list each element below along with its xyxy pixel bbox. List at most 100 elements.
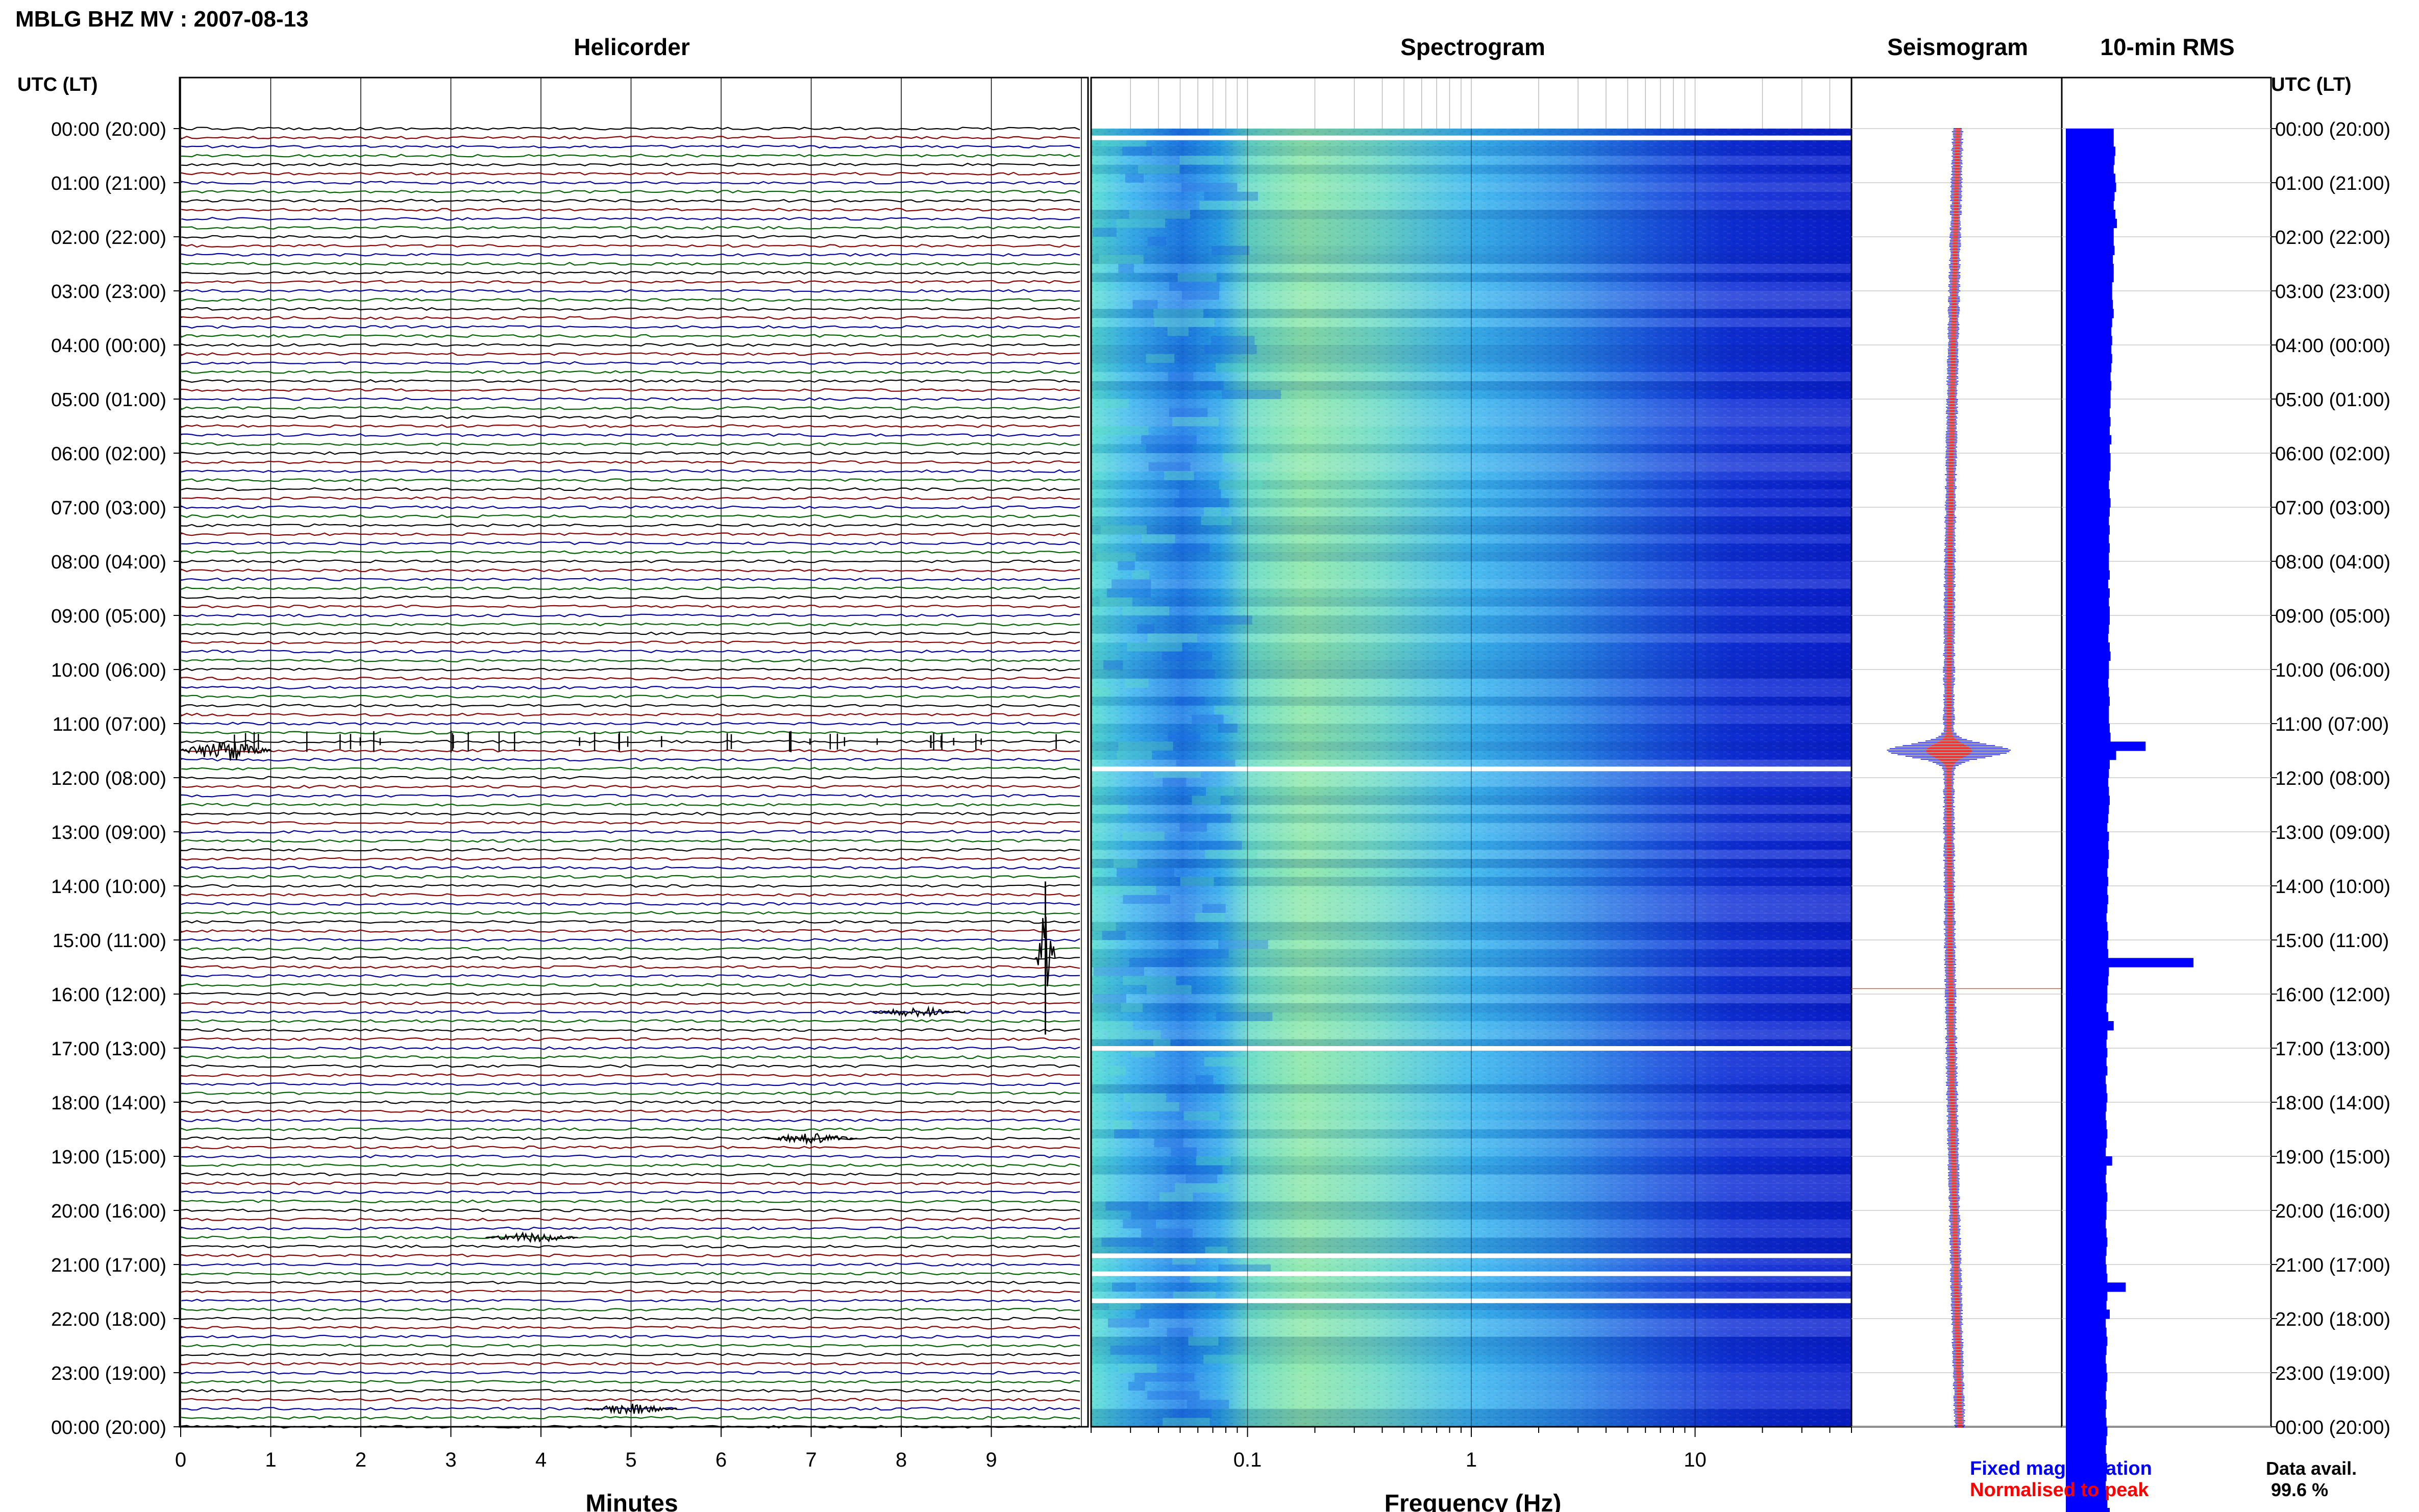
helicorder-trace-row	[181, 541, 1080, 546]
helicorder-trace-row	[181, 1398, 1080, 1402]
helicorder-trace-row	[181, 352, 1080, 356]
spectrogram-streak	[1130, 1102, 1179, 1111]
legend-fixed-magnification: Fixed magnification	[1970, 1458, 2152, 1479]
time-tick-label: 13:00 (09:00)	[2275, 822, 2390, 844]
spectrogram-streak	[1128, 1381, 1145, 1391]
minute-tick-label: 9	[985, 1449, 997, 1471]
rms-bar	[2066, 1445, 2106, 1454]
helicorder-trace-row	[181, 920, 1080, 924]
helicorder-trace-row	[181, 965, 1080, 969]
helicorder-trace-row	[181, 451, 1080, 455]
rms-bar	[2066, 985, 2108, 995]
spectrogram-gridlines	[1091, 78, 1852, 1427]
helicorder-trace-row	[181, 1325, 1080, 1330]
time-tick-labels-left: 00:00 (20:00) 01:00 (21:00) 02:00 (22:00) 0…	[51, 119, 180, 1439]
rms-bar	[2066, 840, 2108, 850]
rms-bar	[2066, 940, 2108, 950]
helicorder-trace-row	[181, 550, 1080, 554]
time-tick-label: 00:00 (20:00)	[2275, 1417, 2390, 1439]
freq-tick-label: 1	[1466, 1449, 1477, 1471]
helicorder-event	[764, 1133, 857, 1146]
minute-tick-label: 5	[625, 1449, 636, 1471]
spectrogram-streak	[1146, 354, 1175, 363]
rms-bar	[2066, 642, 2110, 652]
spectrogram-streak	[1141, 1228, 1193, 1237]
spectrogram-streak	[1204, 191, 1258, 201]
spectrogram-streak	[1208, 615, 1252, 625]
spectrogram-streak	[1121, 1003, 1143, 1012]
rms-bar	[2066, 210, 2115, 219]
helicorder-trace-row	[181, 469, 1080, 473]
helicorder-trace-row	[181, 749, 1080, 753]
rms-bar	[2066, 741, 2146, 751]
helicorder-trace-row	[181, 1307, 1080, 1311]
spectrogram-streak	[1179, 489, 1221, 499]
time-tick-label: 20:00 (16:00)	[51, 1201, 166, 1222]
rms-bar	[2066, 895, 2108, 904]
spectrogram-streak	[1180, 877, 1214, 886]
helicorder-events	[179, 730, 1057, 1415]
rms-bar	[2066, 1427, 2108, 1436]
helicorder-trace-row	[181, 929, 1080, 933]
rms-bar	[2066, 850, 2109, 859]
spectrogram-streak	[1177, 272, 1217, 282]
helicorder-trace-row	[181, 298, 1080, 302]
helicorder-trace-row	[181, 253, 1080, 257]
spectrogram-streak	[1204, 345, 1257, 354]
rms-bar	[2066, 913, 2107, 923]
rms-bar	[2066, 164, 2114, 174]
spectrogram-streak	[1203, 507, 1221, 516]
helicorder-trace-row	[181, 712, 1080, 717]
spectrogram-streak	[1196, 1156, 1231, 1166]
rms-bar	[2066, 1292, 2108, 1301]
helicorder-trace-row	[181, 902, 1080, 906]
helicorder-trace-row	[181, 983, 1080, 987]
helicorder-trace-row	[181, 938, 1080, 942]
spectrogram-streak	[1103, 1021, 1133, 1030]
time-tick-label: 00:00 (20:00)	[51, 1417, 166, 1439]
rms-bar	[2066, 1481, 2106, 1491]
spectrogram-streak	[1176, 759, 1236, 769]
spectrogram-streak	[1203, 1354, 1251, 1364]
rms-bar	[2066, 525, 2110, 535]
spectrogram-streak	[1153, 309, 1204, 318]
rms-bar	[2066, 354, 2112, 363]
rms-bar	[2066, 1265, 2107, 1274]
rms-bar	[2066, 516, 2109, 526]
rms-bar	[2066, 1210, 2107, 1220]
rms-bar	[2066, 1165, 2107, 1175]
time-tick-label: 19:00 (15:00)	[2275, 1147, 2390, 1168]
helicorder-trace-row	[181, 523, 1080, 527]
spectrogram-streak	[1096, 552, 1136, 561]
helicorder-trace-row	[181, 505, 1080, 509]
spectrogram-panel	[1090, 77, 1853, 1428]
helicorder-trace-row	[181, 875, 1080, 879]
spectrogram-streak	[1164, 471, 1194, 480]
rms-bar	[2066, 805, 2109, 814]
helicorder-trace-row	[181, 803, 1080, 807]
helicorder-trace-row	[181, 992, 1080, 996]
rms-bar	[2066, 967, 2109, 977]
helicorder-trace-row	[181, 271, 1080, 275]
time-tick-label: 02:00 (22:00)	[2275, 227, 2390, 249]
rms-bar	[2066, 372, 2111, 382]
helicorder-trace-row	[181, 496, 1080, 500]
spectrogram-streak	[1093, 967, 1144, 976]
spectrogram-streak	[1148, 462, 1191, 472]
spectrogram-streak	[1122, 606, 1170, 615]
rms-bar	[2066, 345, 2112, 355]
helicorder-trace-row	[181, 1181, 1080, 1185]
spectrogram-streak	[1147, 237, 1166, 246]
rms-bar	[2066, 156, 2115, 165]
time-tick-label: 12:00 (08:00)	[51, 768, 166, 789]
time-tick-label: 03:00 (23:00)	[2275, 281, 2390, 303]
rms-bar	[2066, 796, 2110, 805]
helicorder-trace-row	[181, 1082, 1080, 1086]
helicorder-trace-row	[181, 631, 1080, 635]
helicorder-trace-row	[181, 361, 1080, 365]
helicorder-trace-row	[181, 866, 1080, 870]
spectrogram-streak	[1125, 678, 1149, 688]
spectrogram-streak	[1153, 1039, 1171, 1048]
frequency-axis: 0.1 1 10	[1091, 1427, 1852, 1471]
